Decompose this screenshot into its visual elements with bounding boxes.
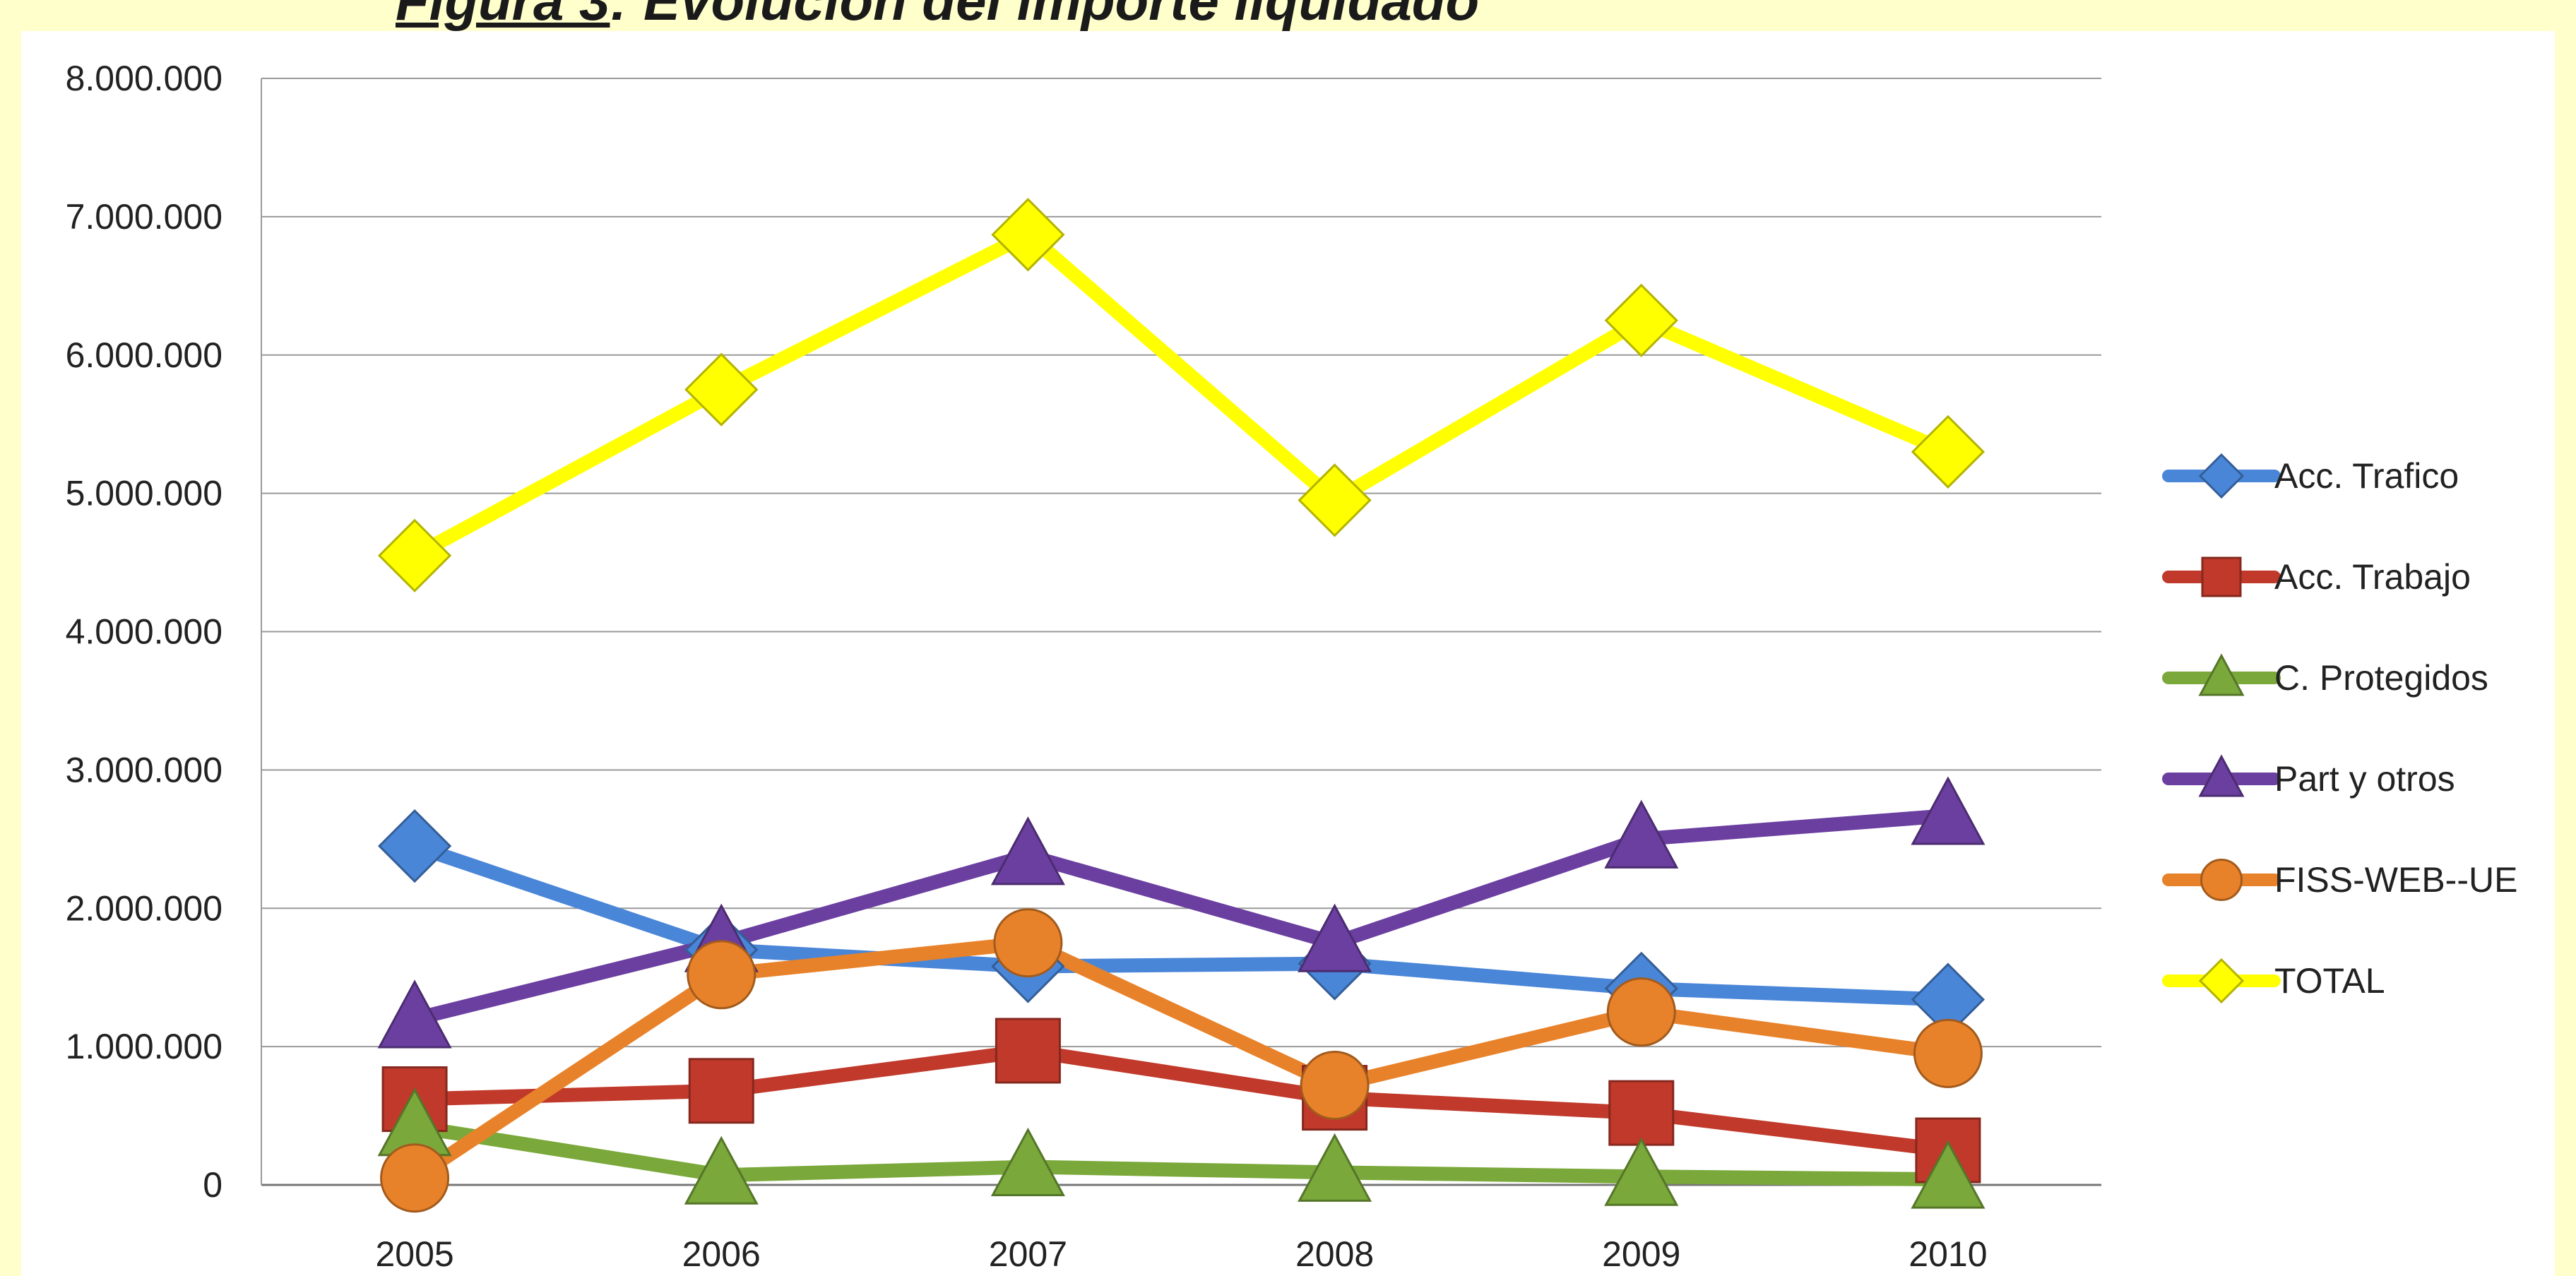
data-point — [684, 1135, 759, 1205]
data-point — [687, 940, 756, 1010]
series-line-3 — [408, 809, 1955, 1026]
series-line-1 — [408, 1044, 1955, 1158]
x-tick-label: 2008 — [1295, 1234, 1374, 1274]
data-point — [377, 809, 452, 883]
x-axis: 2005 2006 2007 2008 2009 2010 — [375, 1234, 1987, 1274]
data-point — [1911, 776, 1986, 845]
x-tick-label: 2010 — [1909, 1234, 1987, 1274]
data-point — [993, 908, 1063, 978]
data-point — [1608, 1080, 1675, 1146]
data-point — [1604, 1137, 1679, 1206]
data-point — [377, 979, 452, 1049]
data-point — [1606, 977, 1676, 1047]
x-tick-label: 2009 — [1602, 1234, 1680, 1274]
data-point — [995, 1018, 1061, 1084]
legend-marker — [2198, 653, 2245, 696]
data-point — [1298, 463, 1372, 537]
data-point — [1298, 903, 1372, 972]
y-tick-label: 0 — [203, 1165, 222, 1205]
data-point — [990, 816, 1065, 886]
data-point — [1298, 1133, 1372, 1202]
x-tick-label: 2006 — [682, 1234, 761, 1274]
legend-marker — [2198, 754, 2245, 797]
data-point — [1300, 1050, 1370, 1120]
data-point — [1604, 799, 1679, 869]
data-point — [377, 518, 452, 592]
data-point — [991, 198, 1065, 272]
y-tick-label: 4.000.000 — [66, 612, 222, 652]
data-point — [380, 1143, 450, 1213]
series-line-4 — [408, 936, 1955, 1186]
figure-caption: : Evolución del importe liquidado — [610, 0, 1480, 32]
data-point — [1911, 1140, 1986, 1209]
x-tick-label: 2005 — [375, 1234, 453, 1274]
data-point — [1913, 1018, 1983, 1088]
series-lines — [408, 227, 1955, 1187]
y-tick-label: 8.000.000 — [66, 59, 222, 98]
legend-label: Acc. Trabajo — [2274, 557, 2471, 597]
legend-marker — [2198, 453, 2245, 499]
legend-label: FISS-WEB--UE — [2274, 860, 2517, 900]
y-tick-label: 5.000.000 — [66, 474, 222, 513]
legend-marker — [2198, 958, 2245, 1004]
legend-label: Acc. Trafico — [2274, 456, 2459, 496]
y-tick-label: 7.000.000 — [66, 197, 222, 237]
data-point — [684, 352, 759, 427]
legend-label: TOTAL — [2274, 961, 2385, 1001]
y-axis: 0 1.000.000 2.000.000 3.000.000 4.000.000 5.0… — [66, 59, 262, 1205]
data-point — [990, 1127, 1065, 1197]
legend-marker — [2201, 556, 2242, 597]
chart-panel: 0 1.000.000 2.000.000 3.000.000 4.000.000 5.0… — [21, 31, 2555, 1276]
line-chart: 0 1.000.000 2.000.000 3.000.000 4.000.000 5.0… — [66, 59, 2518, 1274]
data-point — [1911, 415, 1986, 489]
legend-marker — [2200, 859, 2243, 901]
y-tick-label: 3.000.000 — [66, 750, 222, 789]
x-tick-label: 2007 — [989, 1234, 1067, 1274]
y-tick-label: 6.000.000 — [66, 335, 222, 375]
legend-label: Part y otros — [2274, 759, 2455, 799]
series-line-0 — [408, 839, 1955, 1007]
legend-label: C. Protegidos — [2274, 658, 2488, 698]
series-line-2 — [408, 1119, 1955, 1187]
y-tick-label: 1.000.000 — [66, 1027, 222, 1066]
figure-label: Figura 3 — [396, 0, 610, 32]
legend: Acc. Trafico Acc. Trabajo C. Protegidos Par… — [2162, 453, 2517, 1004]
data-point — [688, 1058, 754, 1124]
series-line-5 — [408, 227, 1955, 563]
data-point — [1604, 283, 1678, 357]
chart-title: Figura 3: Evolución del importe liquidad… — [396, 0, 1479, 33]
y-tick-label: 2.000.000 — [66, 888, 222, 928]
series-markers — [377, 198, 1986, 1213]
